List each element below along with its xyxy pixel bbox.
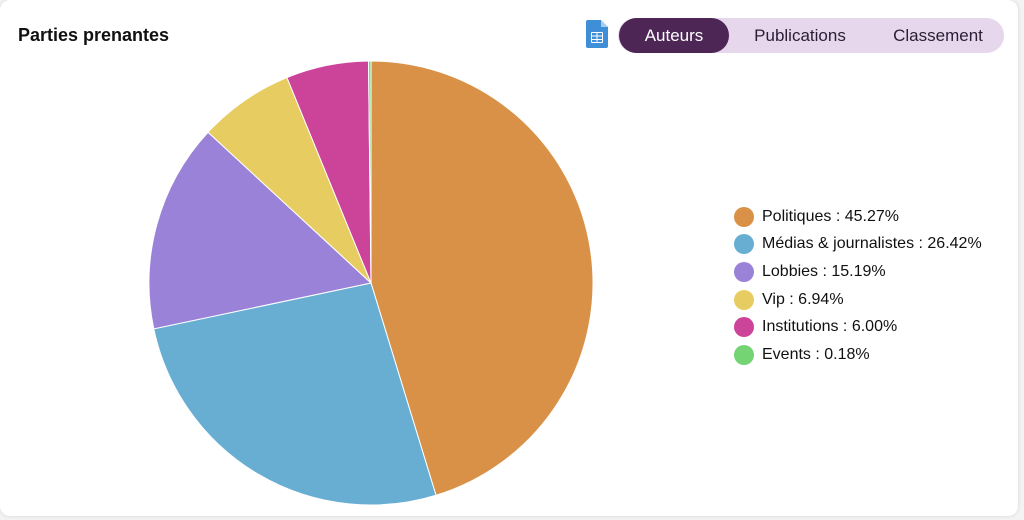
legend-label: Vip : 6.94% xyxy=(762,290,844,308)
legend-label: Institutions : 6.00% xyxy=(762,318,898,336)
legend-item-vip[interactable]: Vip : 6.94% xyxy=(734,286,982,314)
tab-publications[interactable]: Publications xyxy=(754,26,846,45)
tab-classement[interactable]: Classement xyxy=(893,26,983,45)
pie-slice-lobbies[interactable] xyxy=(148,131,373,330)
legend-label: Events : 0.18% xyxy=(762,345,870,363)
legend-swatch xyxy=(734,289,754,310)
pie-slice-medias[interactable] xyxy=(153,282,437,506)
legend-swatch xyxy=(734,261,754,282)
legend-item-lobbies[interactable]: Lobbies : 15.19% xyxy=(734,258,982,286)
chart-title: Parties prenantes xyxy=(18,25,170,45)
legend-label: Médias & journalistes : 26.42% xyxy=(762,235,982,253)
legend-label: Lobbies : 15.19% xyxy=(762,262,886,280)
chart-legend: Politiques : 45.27% Médias & journaliste… xyxy=(734,203,982,369)
legend-item-events[interactable]: Events : 0.18% xyxy=(734,341,982,369)
legend-item-politiques[interactable]: Politiques : 45.27% xyxy=(734,203,982,231)
view-toggle: Auteurs Publications Classement xyxy=(618,18,1004,53)
pie-slice-events[interactable] xyxy=(367,60,372,284)
spreadsheet-icon[interactable] xyxy=(586,20,608,48)
legend-label: Politiques : 45.27% xyxy=(762,207,899,225)
legend-item-medias[interactable]: Médias & journalistes : 26.42% xyxy=(734,231,982,259)
legend-swatch xyxy=(734,317,754,338)
pie-slice-politiques[interactable] xyxy=(370,60,594,496)
legend-item-institutions[interactable]: Institutions : 6.00% xyxy=(734,313,982,341)
tab-auteurs[interactable]: Auteurs xyxy=(619,18,729,53)
legend-swatch xyxy=(734,206,754,227)
legend-swatch xyxy=(734,344,754,365)
legend-swatch xyxy=(734,234,754,255)
